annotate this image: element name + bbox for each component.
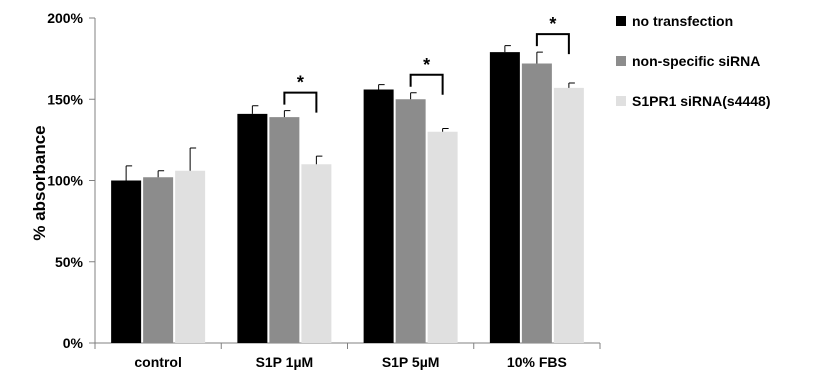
significance-bracket <box>283 91 318 113</box>
bar <box>301 164 332 343</box>
bar <box>175 170 206 343</box>
axes: 0% 50% 100% 150% 200% control S1P 1µM S1P 5µM 10… <box>47 10 601 370</box>
y-axis-title: % absorbance <box>30 125 49 240</box>
bar <box>237 113 268 343</box>
x-tick-label: control <box>134 354 181 370</box>
x-tick-label: S1P 1µM <box>256 354 314 370</box>
bar <box>553 87 584 343</box>
bar <box>363 89 394 343</box>
significance-bracket <box>535 33 570 55</box>
legend-label: S1PR1 siRNA(s4448) <box>632 93 771 109</box>
legend-label: non-specific siRNA <box>632 53 760 69</box>
x-tick-label: S1P 5µM <box>382 354 440 370</box>
error-bars <box>125 45 575 181</box>
bar <box>111 180 142 343</box>
y-tick-label: 50% <box>55 254 84 270</box>
y-tick-label: 0% <box>63 335 84 351</box>
y-tick-label: 200% <box>47 10 83 26</box>
bars <box>111 52 584 343</box>
bar <box>269 117 300 343</box>
significance-star: * <box>423 55 430 75</box>
significance-markers: * * * <box>283 14 570 113</box>
bar <box>143 177 174 343</box>
legend-label: no transfection <box>632 13 733 29</box>
legend-swatch <box>616 96 626 106</box>
bar <box>489 52 520 343</box>
legend-swatch <box>616 56 626 66</box>
y-tick-label: 150% <box>47 91 83 107</box>
bar <box>427 131 458 343</box>
significance-star: * <box>549 14 556 34</box>
significance-bracket <box>409 73 444 95</box>
legend: no transfection non-specific siRNA S1PR1 s… <box>616 13 771 109</box>
significance-star: * <box>297 73 304 93</box>
legend-swatch <box>616 16 626 26</box>
bar <box>521 63 552 343</box>
x-tick-label: 10% FBS <box>507 354 567 370</box>
y-tick-label: 100% <box>47 173 83 189</box>
bar <box>395 99 426 343</box>
